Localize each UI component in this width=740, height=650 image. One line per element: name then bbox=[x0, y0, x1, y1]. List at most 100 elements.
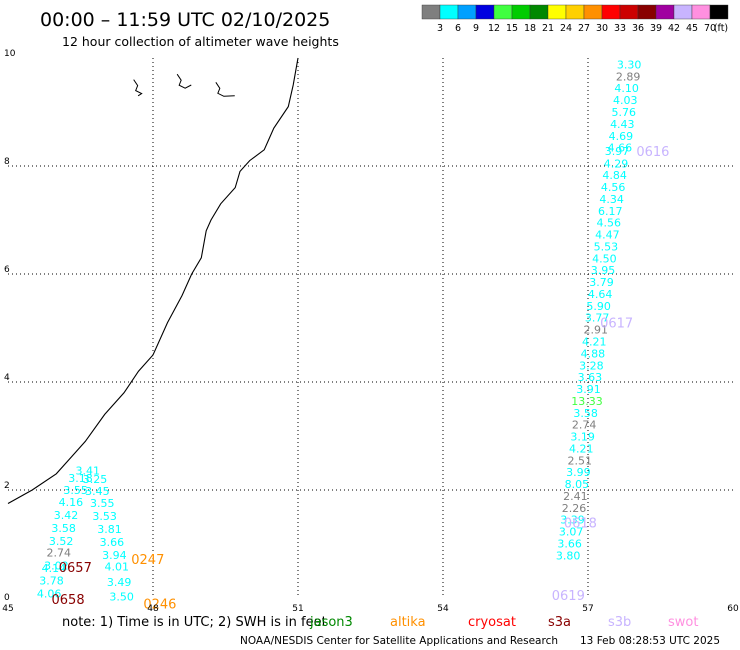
plot-grid bbox=[8, 58, 733, 598]
pass-labels: 0616 0617 0618 0619 0247 0246 0657 0658 bbox=[52, 145, 670, 613]
x-tick-label: 48 bbox=[147, 604, 159, 614]
swh-value-label: 4.21 bbox=[569, 442, 594, 455]
swh-value-label: 4.29 bbox=[604, 157, 629, 170]
coastline bbox=[7, 57, 299, 504]
y-tick-label: 2 bbox=[4, 481, 10, 491]
swh-value-label: 3.49 bbox=[107, 576, 132, 589]
colorbar-swatch bbox=[439, 4, 459, 20]
pass-time-label: 0618 bbox=[564, 516, 597, 531]
x-tick-label: 57 bbox=[582, 604, 593, 614]
pass-time-label: 0658 bbox=[52, 593, 85, 608]
colorbar-swatch bbox=[511, 4, 531, 20]
swh-value-label: 4.16 bbox=[59, 496, 84, 509]
swh-value-label: 2.26 bbox=[562, 502, 587, 515]
colorbar-tick: 18 bbox=[524, 23, 536, 34]
swh-value-label: 3.91 bbox=[576, 383, 601, 396]
swh-value-label: 4.66 bbox=[608, 142, 633, 155]
colorbar-swatch bbox=[673, 4, 693, 20]
x-tick-label: 45 bbox=[2, 604, 13, 614]
swh-value-label: 4.10 bbox=[614, 82, 639, 95]
colorbar-tick: 9 bbox=[473, 23, 479, 34]
colorbar-swatch bbox=[457, 4, 477, 20]
pass-time-label: 0619 bbox=[552, 589, 585, 604]
colorbar-tick: 6 bbox=[455, 23, 461, 34]
y-tick-label: 10 bbox=[4, 49, 16, 59]
swh-value-label: 3.55 bbox=[63, 484, 88, 497]
swh-value-label: 4.43 bbox=[610, 118, 635, 131]
colorbar-swatch bbox=[565, 4, 585, 20]
swh-value-label: 3.97 bbox=[605, 145, 630, 158]
swh-value-label: 3.25 bbox=[83, 473, 108, 486]
satellite-legend-item: cryosat bbox=[468, 615, 516, 630]
swh-value-label: 3.58 bbox=[51, 522, 76, 535]
swh-value-label: 5.90 bbox=[586, 300, 611, 313]
colorbar-tick: 27 bbox=[578, 23, 590, 34]
swh-value-label: 3.58 bbox=[573, 407, 598, 420]
x-tick-label: 60 bbox=[727, 604, 739, 614]
swh-value-label: 3.07 bbox=[559, 526, 584, 539]
swh-value-label: 6.17 bbox=[598, 205, 623, 218]
colorbar-tick: 12 bbox=[488, 23, 500, 34]
y-tick-label: 8 bbox=[4, 157, 10, 167]
colorbar: 3 6 9 12 15 18 21 24 27 30 33 36 39 42 45 70(ft) bbox=[421, 4, 729, 34]
colorbar-swatch bbox=[709, 4, 729, 20]
swh-value-label: 4.06 bbox=[37, 588, 62, 601]
y-tick-label: 0 bbox=[4, 593, 10, 603]
swh-value-label: 3.78 bbox=[39, 575, 64, 588]
colorbar-tick: 30 bbox=[596, 23, 608, 34]
swh-value-label: 3.02 bbox=[44, 560, 69, 573]
colorbar-tick: 33 bbox=[614, 23, 626, 34]
coastline-path bbox=[7, 57, 299, 504]
swh-value-label: 2.74 bbox=[47, 547, 72, 560]
pass-time-label: 0616 bbox=[636, 145, 669, 160]
colorbar-tick: 45 bbox=[686, 23, 698, 34]
swh-value-label: 4.14 bbox=[42, 562, 67, 575]
swh-value-label: 3.99 bbox=[566, 466, 591, 479]
colorbar-tick: 42 bbox=[668, 23, 680, 34]
swh-value-label: 4.56 bbox=[601, 181, 626, 194]
swh-value-label: 5.76 bbox=[612, 106, 637, 119]
swh-value-label: 4.01 bbox=[105, 561, 130, 574]
colorbar-swatch bbox=[637, 4, 657, 20]
pass-time-label: 0617 bbox=[600, 317, 633, 332]
swh-value-label: 4.47 bbox=[595, 229, 620, 242]
swh-value-label: 3.41 bbox=[76, 465, 101, 478]
swh-value-label: 8.05 bbox=[565, 478, 590, 491]
swh-value-label: 4.34 bbox=[599, 193, 624, 206]
colorbar-swatch bbox=[619, 4, 639, 20]
island-outline bbox=[133, 79, 143, 97]
colorbar-tick: 36 bbox=[632, 23, 644, 34]
swh-value-label: 4.69 bbox=[609, 130, 634, 143]
swh-value-label: 2.74 bbox=[572, 419, 597, 432]
swh-value-label: 3.81 bbox=[97, 523, 122, 536]
colorbar-tick: 21 bbox=[542, 23, 554, 34]
y-tick-label: 4 bbox=[4, 373, 10, 383]
swh-value-label: 3.30 bbox=[617, 58, 642, 71]
colorbar-tick: 39 bbox=[650, 23, 662, 34]
x-tick-label: 51 bbox=[292, 604, 303, 614]
swh-value-label: 3.39 bbox=[560, 514, 585, 527]
swh-value-label: 3.66 bbox=[557, 537, 582, 550]
colorbar-swatch bbox=[529, 4, 549, 20]
swh-value-label: 3.45 bbox=[85, 485, 110, 498]
swh-value-label: 4.84 bbox=[602, 169, 627, 182]
pass-time-label: 0247 bbox=[131, 553, 164, 568]
swh-value-label: 4.21 bbox=[582, 336, 607, 349]
swh-value-label: 3.63 bbox=[578, 371, 603, 384]
data-points: 3.302.894.104.035.764.434.694.663.974.29… bbox=[37, 58, 642, 603]
colorbar-swatch bbox=[691, 4, 711, 20]
swh-value-label: 3.18 bbox=[68, 472, 93, 485]
colorbar-swatch bbox=[601, 4, 621, 20]
colorbar-swatch bbox=[655, 4, 675, 20]
page-title: 00:00 – 11:59 UTC 02/10/2025 bbox=[40, 9, 330, 31]
colorbar-swatch bbox=[547, 4, 567, 20]
swh-value-label: 4.50 bbox=[592, 252, 617, 265]
swh-value-label: 4.56 bbox=[597, 217, 622, 230]
legend-note: note: 1) Time is in UTC; 2) SWH is in fe… bbox=[62, 615, 327, 630]
y-tick-label: 6 bbox=[4, 265, 10, 275]
colorbar-swatch bbox=[475, 4, 495, 20]
x-tick-label: 54 bbox=[437, 604, 449, 614]
swh-value-label: 3.80 bbox=[556, 549, 581, 562]
swh-value-label: 3.42 bbox=[54, 509, 79, 522]
